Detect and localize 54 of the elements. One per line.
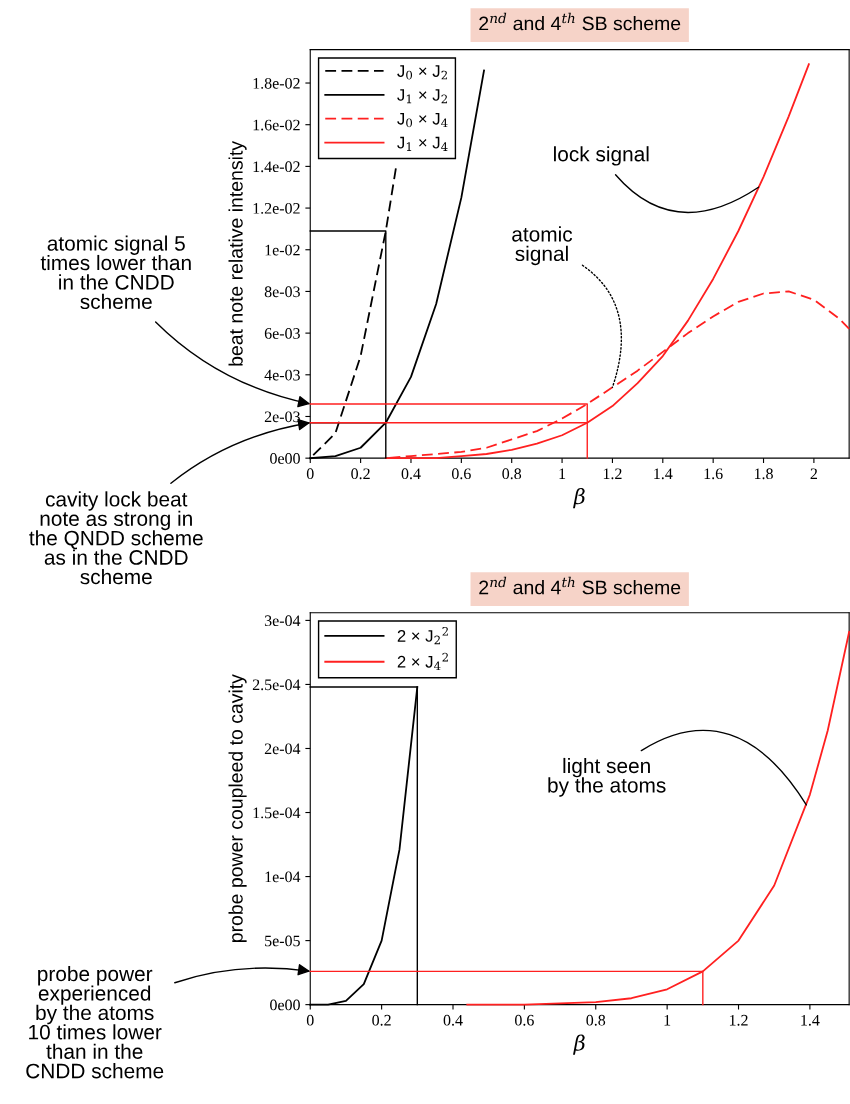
- y-tick-label: 0e00: [270, 453, 300, 464]
- legend-label: 2 × J$_{4}$$^{2}$: [397, 652, 448, 671]
- x-tick-label: 0: [306, 468, 314, 480]
- y-tick-label: 1e-02: [265, 244, 300, 256]
- x-tick-label: 0.4: [443, 1014, 463, 1026]
- x-tick-label: 0.6: [451, 468, 471, 480]
- x-axis-title: β: [573, 487, 585, 509]
- chart-title: 2$^{nd}$ and 4$^{th}$ SB scheme: [479, 576, 681, 595]
- y-tick-label: 0e00: [270, 999, 300, 1011]
- x-tick-label: 0.2: [372, 1014, 391, 1026]
- x-tick-label: 1: [664, 1014, 671, 1026]
- annotation: atomic signal: [512, 226, 573, 266]
- y-axis-title: beat note relative intensity: [228, 140, 247, 366]
- x-tick-label: 1: [559, 468, 566, 479]
- y-tick-label: 2.5e-04: [252, 679, 301, 691]
- legend-label: J$_{1}$ × J$_{4}$: [397, 136, 448, 151]
- x-tick-label: 1.6: [704, 468, 723, 480]
- y-tick-label: 3e-04: [264, 615, 301, 627]
- x-tick-label: 0.8: [502, 468, 522, 480]
- y-tick-label: 1.4e-02: [253, 161, 300, 173]
- x-tick-label: 1.4: [654, 468, 673, 480]
- x-tick-label: 2: [810, 468, 818, 479]
- legend-label: 2 × J$_{2}$$^{2}$: [397, 626, 448, 645]
- y-tick-label: 1.5e-04: [253, 807, 301, 819]
- y-tick-label: 1.8e-02: [253, 77, 300, 89]
- x-tick-label: 1.8: [754, 468, 773, 480]
- y-tick-label: 1.2e-02: [253, 202, 300, 214]
- x-tick-label: 0.6: [515, 1014, 534, 1026]
- annotation: cavity lock beat note as strong in the QNDD scheme as in the CNDD scheme: [29, 491, 203, 585]
- annotation: probe power experienced by the atoms 10 times lower than in the CNDD scheme: [26, 965, 164, 1079]
- y-axis-title: probe power coupleed to cavity: [228, 674, 247, 942]
- y-tick-label: 1.6e-02: [253, 119, 300, 131]
- annotation: atomic signal 5 times lower than in the CNDD scheme: [40, 235, 191, 310]
- annotation: lock signal: [554, 146, 649, 166]
- x-tick-label: 0: [306, 1014, 314, 1026]
- legend-label: J$_{0}$ × J$_{4}$: [397, 113, 448, 128]
- y-tick-label: 1e-04: [265, 871, 301, 883]
- x-tick-label: 1.2: [729, 1014, 748, 1026]
- y-tick-label: 6e-03: [264, 328, 300, 339]
- x-tick-label: 0.2: [351, 468, 370, 480]
- x-tick-label: 1.2: [603, 468, 622, 480]
- annotation: light seen by the atoms: [548, 757, 666, 797]
- chart-title: 2$^{nd}$ and 4$^{th}$ SB scheme: [479, 12, 681, 31]
- y-tick-label: 2e-04: [264, 743, 301, 755]
- y-tick-label: 2e-03: [264, 411, 300, 423]
- x-tick-label: 0.4: [401, 468, 421, 480]
- legend-label: J$_{1}$ × J$_{2}$: [397, 89, 448, 104]
- x-tick-label: 0.8: [586, 1014, 606, 1026]
- y-tick-label: 5e-05: [265, 935, 300, 947]
- x-tick-label: 1.4: [801, 1014, 820, 1026]
- y-tick-label: 8e-03: [264, 286, 300, 298]
- x-axis-title: β: [573, 1034, 585, 1055]
- y-tick-label: 4e-03: [264, 369, 300, 381]
- legend-label: J$_{0}$ × J$_{2}$: [397, 65, 448, 80]
